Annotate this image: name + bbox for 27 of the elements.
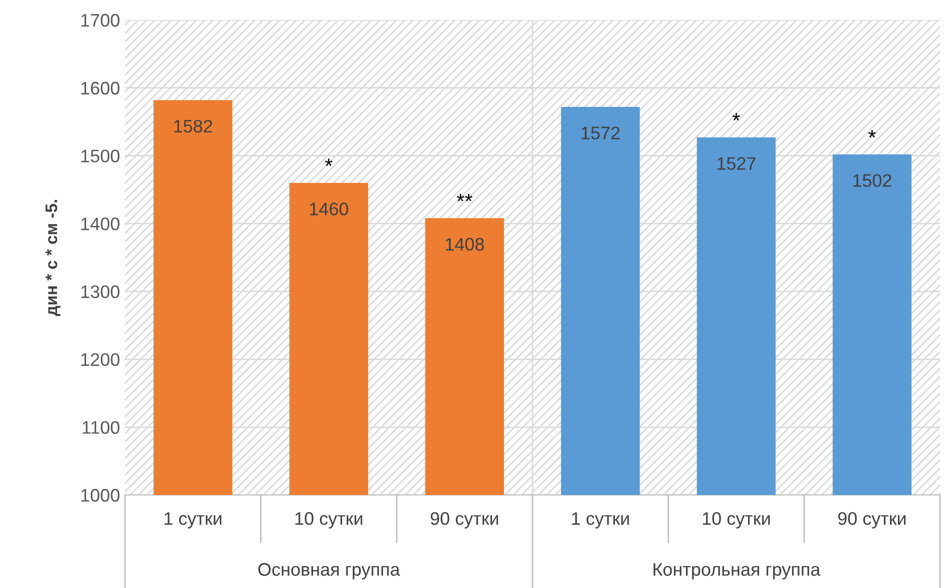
y-tick-label: 1000: [81, 488, 120, 502]
data-label: 1408: [446, 238, 484, 251]
data-label: 1527: [718, 157, 756, 170]
data-label: 1502: [853, 174, 892, 187]
x-tick-label: 90 сутки: [838, 512, 906, 528]
y-tick-label: 1400: [81, 218, 120, 230]
annotation: **: [456, 194, 472, 202]
text: Основная группа: [258, 563, 400, 580]
y-tick-label: 1200: [81, 353, 120, 366]
data-label: 1572: [582, 126, 620, 140]
x-tick-label: 1 сутки: [164, 512, 222, 528]
x-tick-label: 90 сутки: [430, 512, 498, 528]
x-tick-label: 10 сутки: [702, 512, 770, 528]
y-tick-label: 1300: [81, 285, 120, 298]
x-tick-label: 10 сутки: [295, 512, 362, 528]
text: Контрольная группа: [654, 563, 820, 580]
y-tick-label: 1500: [81, 150, 120, 162]
y-axis-title: дин * с * см -5.: [46, 200, 60, 316]
x-tick-label: 1 сутки: [572, 512, 629, 528]
annotation: *: [868, 130, 876, 138]
annotation: *: [732, 113, 740, 120]
y-tick-label: 1100: [82, 421, 120, 434]
y-tick-label: 1600: [81, 82, 120, 95]
y-tick-label: 1700: [81, 14, 120, 27]
data-label: 1582: [174, 120, 212, 133]
annotation: *: [325, 158, 332, 166]
data-label: 1460: [310, 202, 348, 216]
